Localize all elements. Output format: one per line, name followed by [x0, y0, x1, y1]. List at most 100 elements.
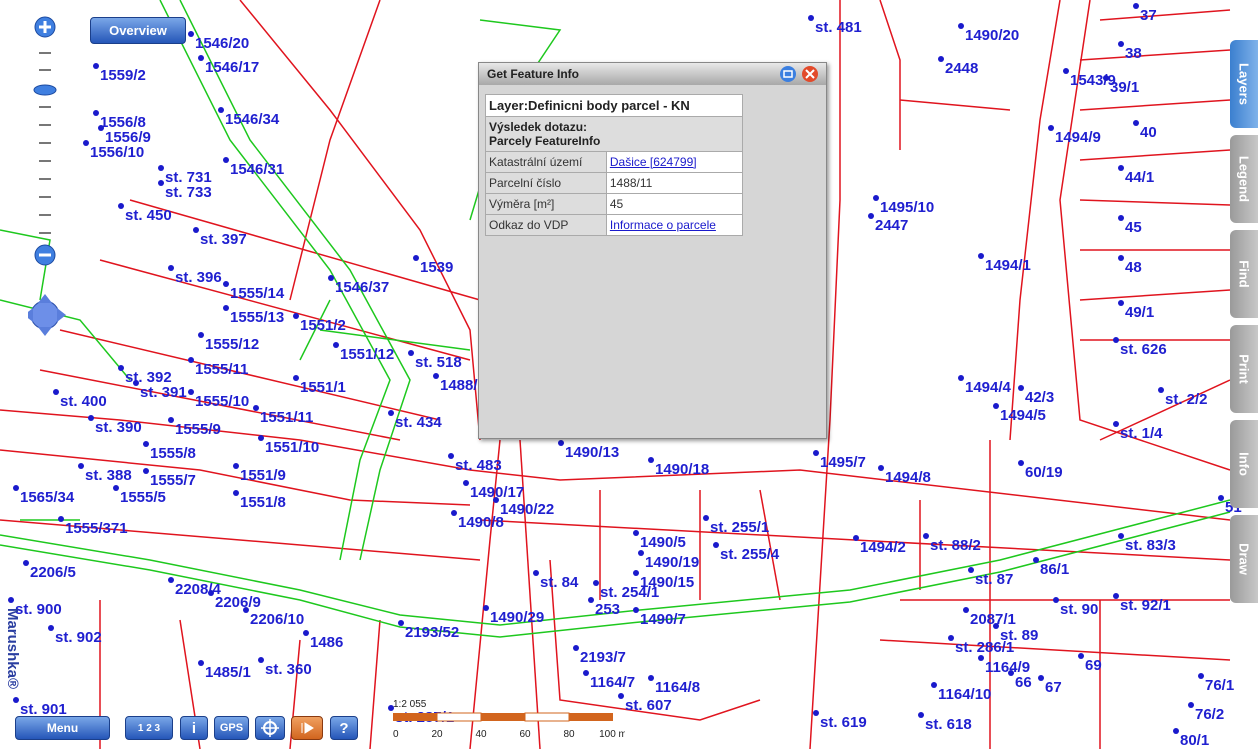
parcel-label[interactable]: 2447: [875, 217, 908, 234]
parcel-label[interactable]: 1495/10: [880, 199, 934, 216]
parcel-label[interactable]: st. 619: [820, 714, 867, 731]
zoom-slider[interactable]: [33, 84, 57, 96]
parcel-label[interactable]: 38: [1125, 45, 1142, 62]
parcel-label[interactable]: 1555/8: [150, 445, 196, 462]
parcel-label[interactable]: 1494/9: [1055, 129, 1101, 146]
parcel-label[interactable]: 1551/10: [265, 439, 319, 456]
parcel-label[interactable]: 1555/10: [195, 393, 249, 410]
parcel-label[interactable]: 1556/10: [90, 144, 144, 161]
parcel-label[interactable]: 2193/7: [580, 649, 626, 666]
parcel-label[interactable]: 1486: [310, 634, 343, 651]
locate-button[interactable]: [255, 716, 285, 740]
parcel-label[interactable]: st. 88/2: [930, 537, 981, 554]
parcel-label[interactable]: st. 90: [1060, 601, 1098, 618]
parcel-label[interactable]: st. 400: [60, 393, 107, 410]
popup-restore[interactable]: [780, 66, 796, 82]
side-tab[interactable]: Draw: [1230, 515, 1258, 603]
parcel-label[interactable]: 1546/17: [205, 59, 259, 76]
parcel-label[interactable]: 1490/20: [965, 27, 1019, 44]
parcel-label[interactable]: st. 390: [95, 419, 142, 436]
parcel-label[interactable]: 1556/8: [100, 114, 146, 131]
parcel-label[interactable]: 1495/7: [820, 454, 866, 471]
parcel-label[interactable]: 1490/7: [640, 611, 686, 628]
parcel-label[interactable]: 37: [1140, 7, 1157, 24]
parcel-label[interactable]: 2193/52: [405, 624, 459, 641]
parcel-label[interactable]: 1546/34: [225, 111, 280, 128]
parcel-label[interactable]: 1555/9: [175, 421, 221, 438]
parcel-label[interactable]: st. 483: [455, 457, 502, 474]
parcel-label[interactable]: 86/1: [1040, 561, 1069, 578]
parcel-label[interactable]: st. 84: [540, 574, 579, 591]
parcel-label[interactable]: st. 731: [165, 169, 212, 186]
parcel-label[interactable]: 1555/5: [120, 489, 166, 506]
parcel-label[interactable]: 2206/10: [250, 611, 304, 628]
parcel-label[interactable]: 1555/13: [230, 309, 284, 326]
parcel-label[interactable]: st. 618: [925, 716, 972, 733]
parcel-label[interactable]: 2208/4: [175, 581, 222, 598]
parcel-label[interactable]: st. 607: [625, 697, 672, 714]
parcel-label[interactable]: 1551/2: [300, 317, 346, 334]
parcel-label[interactable]: 1551/11: [260, 409, 313, 426]
pan-control[interactable]: [28, 294, 66, 336]
info-button[interactable]: i: [180, 716, 208, 740]
parcel-label[interactable]: 1490/19: [645, 554, 699, 571]
parcel-label[interactable]: 66: [1015, 674, 1032, 691]
play-button[interactable]: [291, 716, 323, 740]
parcel-label[interactable]: 1490/22: [500, 501, 554, 518]
parcel-label[interactable]: 80/1: [1180, 732, 1209, 749]
parcel-label[interactable]: 2206/9: [215, 594, 261, 611]
parcel-label[interactable]: st. 733: [165, 184, 212, 201]
parcel-label[interactable]: st. 901: [20, 701, 67, 718]
parcel-label[interactable]: st. 902: [55, 629, 102, 646]
parcel-label[interactable]: 1543/9: [1070, 72, 1116, 89]
parcel-label[interactable]: 2448: [945, 60, 978, 77]
parcel-label[interactable]: st. 254/1: [600, 584, 659, 601]
parcel-label[interactable]: 1494/1: [985, 257, 1031, 274]
parcel-label[interactable]: 44/1: [1125, 169, 1154, 186]
parcel-label[interactable]: 1555/7: [150, 472, 196, 489]
parcel-label[interactable]: st. 518: [415, 354, 462, 371]
feature-value[interactable]: Informace o parcele: [609, 218, 716, 232]
parcel-label[interactable]: st. 481: [815, 19, 862, 36]
parcel-label[interactable]: 1490/13: [565, 444, 619, 461]
parcel-label[interactable]: 49/1: [1125, 304, 1154, 321]
parcel-label[interactable]: st. 626: [1120, 341, 1167, 358]
parcel-label[interactable]: 1551/8: [240, 494, 286, 511]
parcel-label[interactable]: 69: [1085, 657, 1102, 674]
parcel-label[interactable]: 1164/9: [985, 659, 1030, 676]
scale-button[interactable]: 1 2 3: [125, 716, 173, 740]
parcel-label[interactable]: 42/3: [1025, 389, 1054, 406]
parcel-label[interactable]: 1555/14: [230, 285, 285, 302]
parcel-label[interactable]: 1490/17: [470, 484, 524, 501]
parcel-label[interactable]: 1555/371: [65, 520, 128, 537]
feature-value[interactable]: Dašice [624799]: [609, 155, 697, 169]
parcel-label[interactable]: 1565/34: [20, 489, 75, 506]
parcel-label[interactable]: st. 255/4: [720, 546, 780, 563]
parcel-label[interactable]: 1164/10: [938, 686, 991, 703]
parcel-label[interactable]: st. 286/1: [955, 639, 1014, 656]
parcel-label[interactable]: 1490/29: [490, 609, 544, 626]
parcel-label[interactable]: 1551/9: [240, 467, 286, 484]
parcel-label[interactable]: 76/2: [1195, 706, 1224, 723]
parcel-label[interactable]: 1546/20: [195, 35, 249, 52]
parcel-label[interactable]: 1551/12: [340, 346, 394, 363]
gps-button[interactable]: GPS: [214, 716, 249, 740]
parcel-label[interactable]: st. 87: [975, 571, 1013, 588]
parcel-label[interactable]: 1539: [420, 259, 453, 276]
parcel-label[interactable]: 1490/8: [458, 514, 504, 531]
parcel-label[interactable]: st. 391: [140, 384, 187, 401]
parcel-label[interactable]: st. 450: [125, 207, 172, 224]
parcel-label[interactable]: 1555/11: [195, 361, 248, 378]
parcel-label[interactable]: st. 255/1: [710, 519, 769, 536]
parcel-label[interactable]: 39/1: [1110, 79, 1139, 96]
parcel-label[interactable]: 1485/1: [205, 664, 251, 681]
parcel-label[interactable]: 60/19: [1025, 464, 1063, 481]
parcel-label[interactable]: 1559/2: [100, 67, 146, 84]
parcel-label[interactable]: 1490/15: [640, 574, 694, 591]
parcel-label[interactable]: st. 89: [1000, 627, 1038, 644]
overview-button[interactable]: Overview: [90, 17, 186, 44]
parcel-label[interactable]: st. 2/2: [1165, 391, 1208, 408]
parcel-label[interactable]: 1494/4: [965, 379, 1012, 396]
parcel-label[interactable]: 1546/37: [335, 279, 389, 296]
parcel-label[interactable]: 1494/5: [1000, 407, 1046, 424]
